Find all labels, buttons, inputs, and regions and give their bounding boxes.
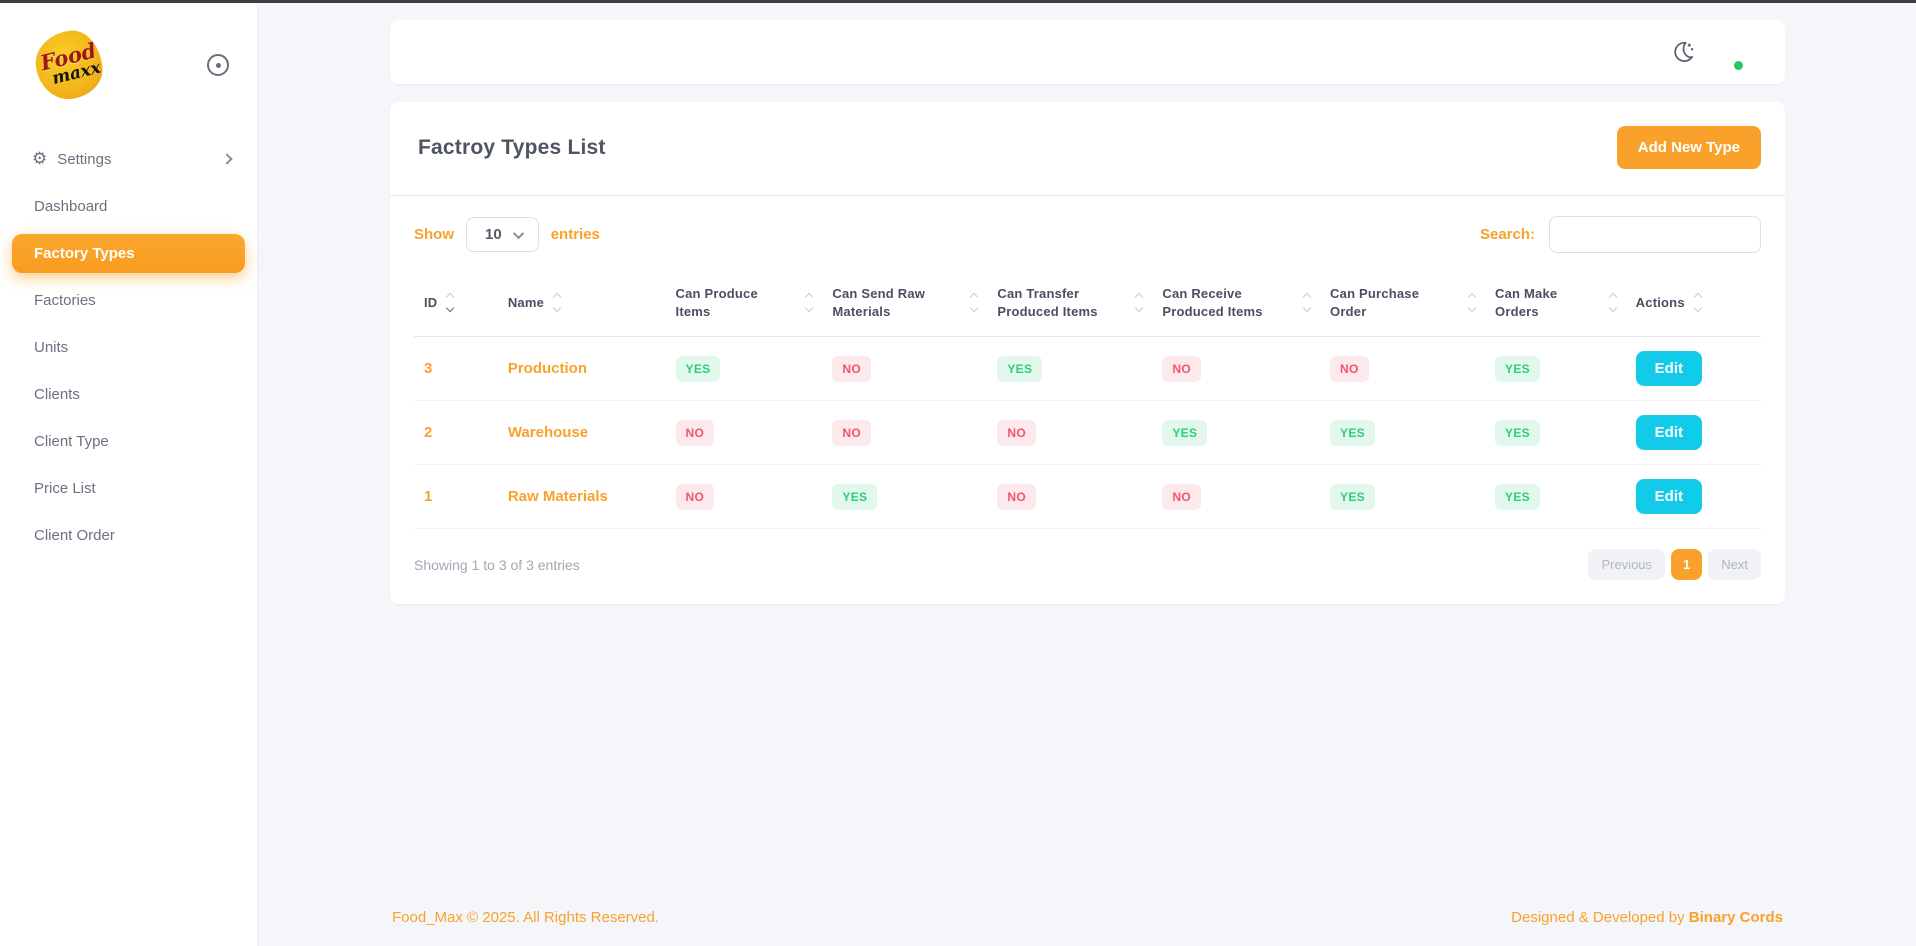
foodmaxx-logo: Food maxx	[32, 27, 106, 103]
search-input[interactable]	[1549, 216, 1761, 253]
flag-badge: YES	[1330, 419, 1375, 446]
sidebar-item-units[interactable]: Units	[34, 339, 69, 356]
sidebar-item-client-type[interactable]: Client Type	[34, 433, 109, 450]
row-name-link[interactable]: Warehouse	[497, 400, 666, 466]
page-footer: Food_Max © 2025. All Rights Reserved. De…	[390, 909, 1785, 946]
edit-button[interactable]: Edit	[1635, 415, 1703, 451]
sort-icons	[1467, 292, 1477, 313]
column-header-can-make-orders[interactable]: Can Make Orders	[1485, 271, 1626, 338]
flag-badge: NO	[675, 419, 715, 446]
row-id-link[interactable]: 3	[414, 336, 498, 402]
sidebar-item-dashboard[interactable]: Dashboard	[34, 198, 108, 215]
flag-badge: YES	[832, 483, 878, 510]
column-header-can-produce-items[interactable]: Can Produce Items	[665, 271, 823, 338]
flag-badge: NO	[997, 483, 1036, 510]
sidebar: Food maxx ⚙ Settings Dashboard Factory T…	[0, 3, 258, 946]
sidebar-item-clients[interactable]: Clients	[34, 386, 80, 403]
table-header-row: ID Name Can Produce Items Can Send Raw M…	[414, 271, 1761, 338]
row-name-link[interactable]: Production	[497, 336, 666, 402]
edit-button[interactable]: Edit	[1635, 479, 1703, 515]
column-header-actions[interactable]: Actions	[1625, 271, 1761, 338]
factory-types-card: Factroy Types List Add New Type Show 10 …	[390, 102, 1785, 605]
flag-badge: YES	[1495, 483, 1540, 510]
sort-icons	[805, 292, 814, 313]
topbar	[390, 20, 1785, 84]
search-label: Search:	[1479, 226, 1535, 243]
dark-mode-toggle[interactable]	[1670, 39, 1696, 65]
table-row: 3 Production YES NO YES NO NO YES Edit	[414, 336, 1761, 402]
sidebar-toggle-icon[interactable]	[207, 54, 229, 76]
flag-badge: NO	[832, 419, 871, 446]
flag-badge: YES	[1330, 483, 1375, 510]
sidebar-item-factories[interactable]: Factories	[34, 292, 96, 309]
column-header-can-receive-produced-items[interactable]: Can Receive Produced Items	[1152, 271, 1321, 338]
flag-badge: YES	[1495, 355, 1540, 382]
chevron-right-icon	[221, 153, 233, 165]
column-header-can-purchase-order[interactable]: Can Purchase Order	[1320, 271, 1486, 338]
next-page-button[interactable]: Next	[1708, 549, 1761, 581]
row-name-link[interactable]: Raw Materials	[497, 464, 666, 530]
sidebar-item-client-order[interactable]: Client Order	[34, 527, 115, 544]
sort-icons	[552, 292, 562, 313]
gear-icon: ⚙	[32, 149, 48, 168]
flag-badge: YES	[1495, 419, 1540, 446]
entries-label: entries	[550, 226, 600, 243]
sort-icons	[1608, 292, 1617, 313]
sidebar-nav: ⚙ Settings Dashboard Factory Types Facto…	[0, 125, 257, 555]
flag-badge: NO	[832, 355, 871, 382]
settings-label: Settings	[57, 150, 112, 168]
credits-text: Designed & Developed by Binary Cords	[1511, 909, 1783, 926]
sort-icons	[1302, 292, 1312, 313]
column-header-id[interactable]: ID	[414, 271, 498, 338]
row-id-link[interactable]: 2	[414, 400, 498, 466]
sidebar-item-factory-types[interactable]: Factory Types	[12, 234, 245, 273]
page-size-value: 10	[485, 226, 502, 243]
table-row: 2 Warehouse NO NO NO YES YES YES Edit	[414, 400, 1761, 466]
sidebar-item-price-list[interactable]: Price List	[34, 480, 96, 497]
flag-badge: NO	[1162, 483, 1201, 510]
flag-badge: NO	[1162, 355, 1201, 382]
chevron-down-icon	[512, 227, 524, 239]
sort-icons	[970, 292, 979, 313]
previous-page-button[interactable]: Previous	[1588, 549, 1666, 581]
sidebar-group-settings[interactable]: ⚙ Settings	[10, 139, 247, 179]
entries-summary: Showing 1 to 3 of 3 entries	[414, 556, 580, 573]
edit-button[interactable]: Edit	[1635, 351, 1703, 387]
credits-prefix: Designed & Developed by	[1511, 909, 1689, 926]
flag-badge: NO	[997, 419, 1036, 446]
column-header-name[interactable]: Name	[497, 271, 666, 338]
window-edge	[0, 0, 1916, 3]
current-page-button[interactable]: 1	[1671, 549, 1703, 581]
flag-badge: NO	[1330, 355, 1369, 382]
table-row: 1 Raw Materials NO YES NO NO YES YES Edi…	[414, 464, 1761, 530]
factory-types-table: ID Name Can Produce Items Can Send Raw M…	[414, 271, 1761, 530]
flag-badge: NO	[675, 483, 715, 510]
credits-brand-link[interactable]: Binary Cords	[1688, 909, 1783, 926]
pagination: Previous 1 Next	[1588, 549, 1761, 581]
row-id-link[interactable]: 1	[414, 464, 498, 530]
main-content: Factroy Types List Add New Type Show 10 …	[258, 3, 1916, 946]
add-new-type-button[interactable]: Add New Type	[1616, 126, 1761, 169]
status-dot	[1734, 60, 1743, 70]
copyright-text: Food_Max © 2025. All Rights Reserved.	[392, 909, 660, 926]
sort-icons	[1693, 292, 1702, 313]
show-label: Show	[414, 226, 454, 243]
flag-badge: YES	[1162, 419, 1208, 446]
moon-icon	[1674, 41, 1694, 62]
page-size-select[interactable]: 10	[466, 217, 539, 252]
sort-icons	[1135, 292, 1144, 313]
flag-badge: YES	[997, 355, 1043, 382]
column-header-can-transfer-produced-items[interactable]: Can Transfer Produced Items	[987, 271, 1153, 338]
page-title: Factroy Types List	[418, 135, 606, 159]
flag-badge: YES	[675, 355, 721, 382]
column-header-can-send-raw-materials[interactable]: Can Send Raw Materials	[822, 271, 988, 338]
sort-icons	[446, 292, 455, 313]
